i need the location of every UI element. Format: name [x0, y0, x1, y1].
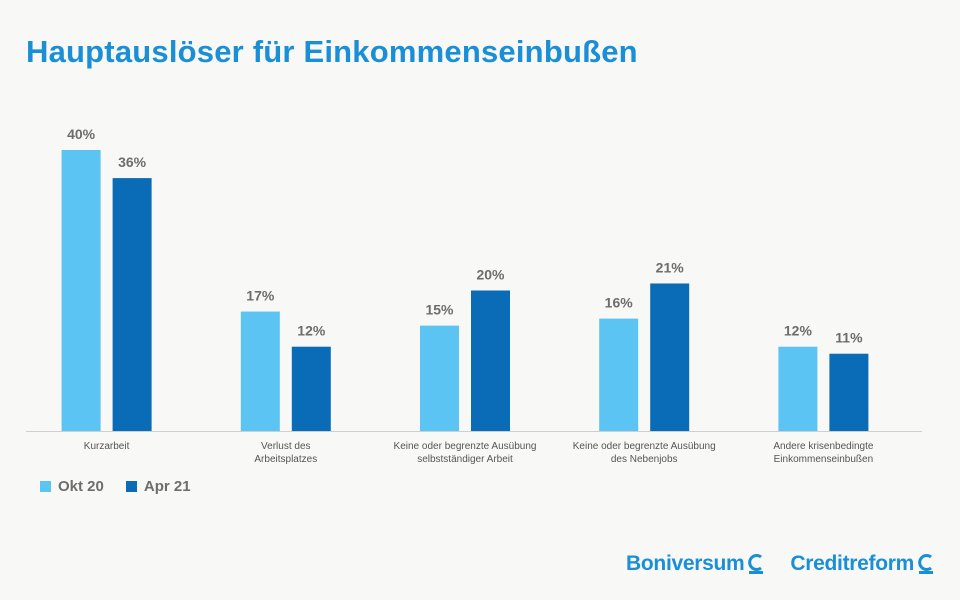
bar-okt20-1 [240, 311, 280, 431]
bar-apr21-3 [650, 283, 690, 431]
boniversum-c-icon [748, 554, 764, 574]
boniversum-logo: Boniversum [626, 552, 764, 576]
data-label-apr21-1: 12% [297, 323, 326, 339]
data-label-okt20-0: 40% [67, 126, 96, 142]
bar-okt20-4 [778, 346, 818, 431]
data-label-okt20-3: 16% [605, 295, 634, 311]
category-label-3: Keine oder begrenzte Ausübung des Nebenjo… [573, 441, 716, 465]
category-label-4: Andere krisenbedingte Einkommenseinbußen [773, 441, 874, 465]
chart-title: Hauptauslöser für Einkommenseinbußen [26, 34, 638, 69]
bar-okt20-0 [61, 150, 101, 431]
legend-item-apr21: Apr 21 [125, 478, 191, 495]
data-label-okt20-1: 17% [246, 288, 275, 304]
legend-swatch-apr21 [125, 481, 137, 492]
data-label-okt20-2: 15% [425, 302, 454, 318]
legend-swatch-okt20 [40, 481, 51, 492]
data-label-apr21-2: 20% [476, 267, 505, 283]
category-label-1: Verlust des Arbeitsplatzes [254, 441, 317, 465]
category-label-0: Kurzarbeit [84, 441, 130, 452]
legend-item-okt20: Okt 20 [40, 478, 104, 495]
data-label-apr21-4: 11% [835, 330, 863, 346]
logos: Boniversum Creditreform [626, 552, 934, 576]
creditreform-logo-text: Creditreform [790, 552, 914, 575]
bar-apr21-2 [471, 290, 510, 431]
bar-apr21-0 [112, 178, 152, 431]
legend-label-okt20: Okt 20 [58, 478, 104, 495]
creditreform-logo: Creditreform [790, 552, 934, 576]
bar-apr21-4 [829, 353, 869, 431]
data-label-okt20-4: 12% [784, 323, 813, 339]
boniversum-logo-text: Boniversum [626, 552, 745, 575]
bar-apr21-1 [291, 346, 331, 431]
category-label-2: Keine oder begrenzte Ausübung selbstständ… [394, 441, 537, 465]
data-label-apr21-3: 21% [656, 259, 685, 275]
bar-okt20-3 [599, 318, 639, 431]
data-label-apr21-0: 36% [118, 154, 147, 170]
bar-okt20-2 [420, 325, 459, 431]
legend-label-apr21: Apr 21 [143, 478, 191, 495]
creditreform-c-icon [918, 554, 933, 574]
legend: Okt 20 Apr 21 [40, 478, 191, 495]
